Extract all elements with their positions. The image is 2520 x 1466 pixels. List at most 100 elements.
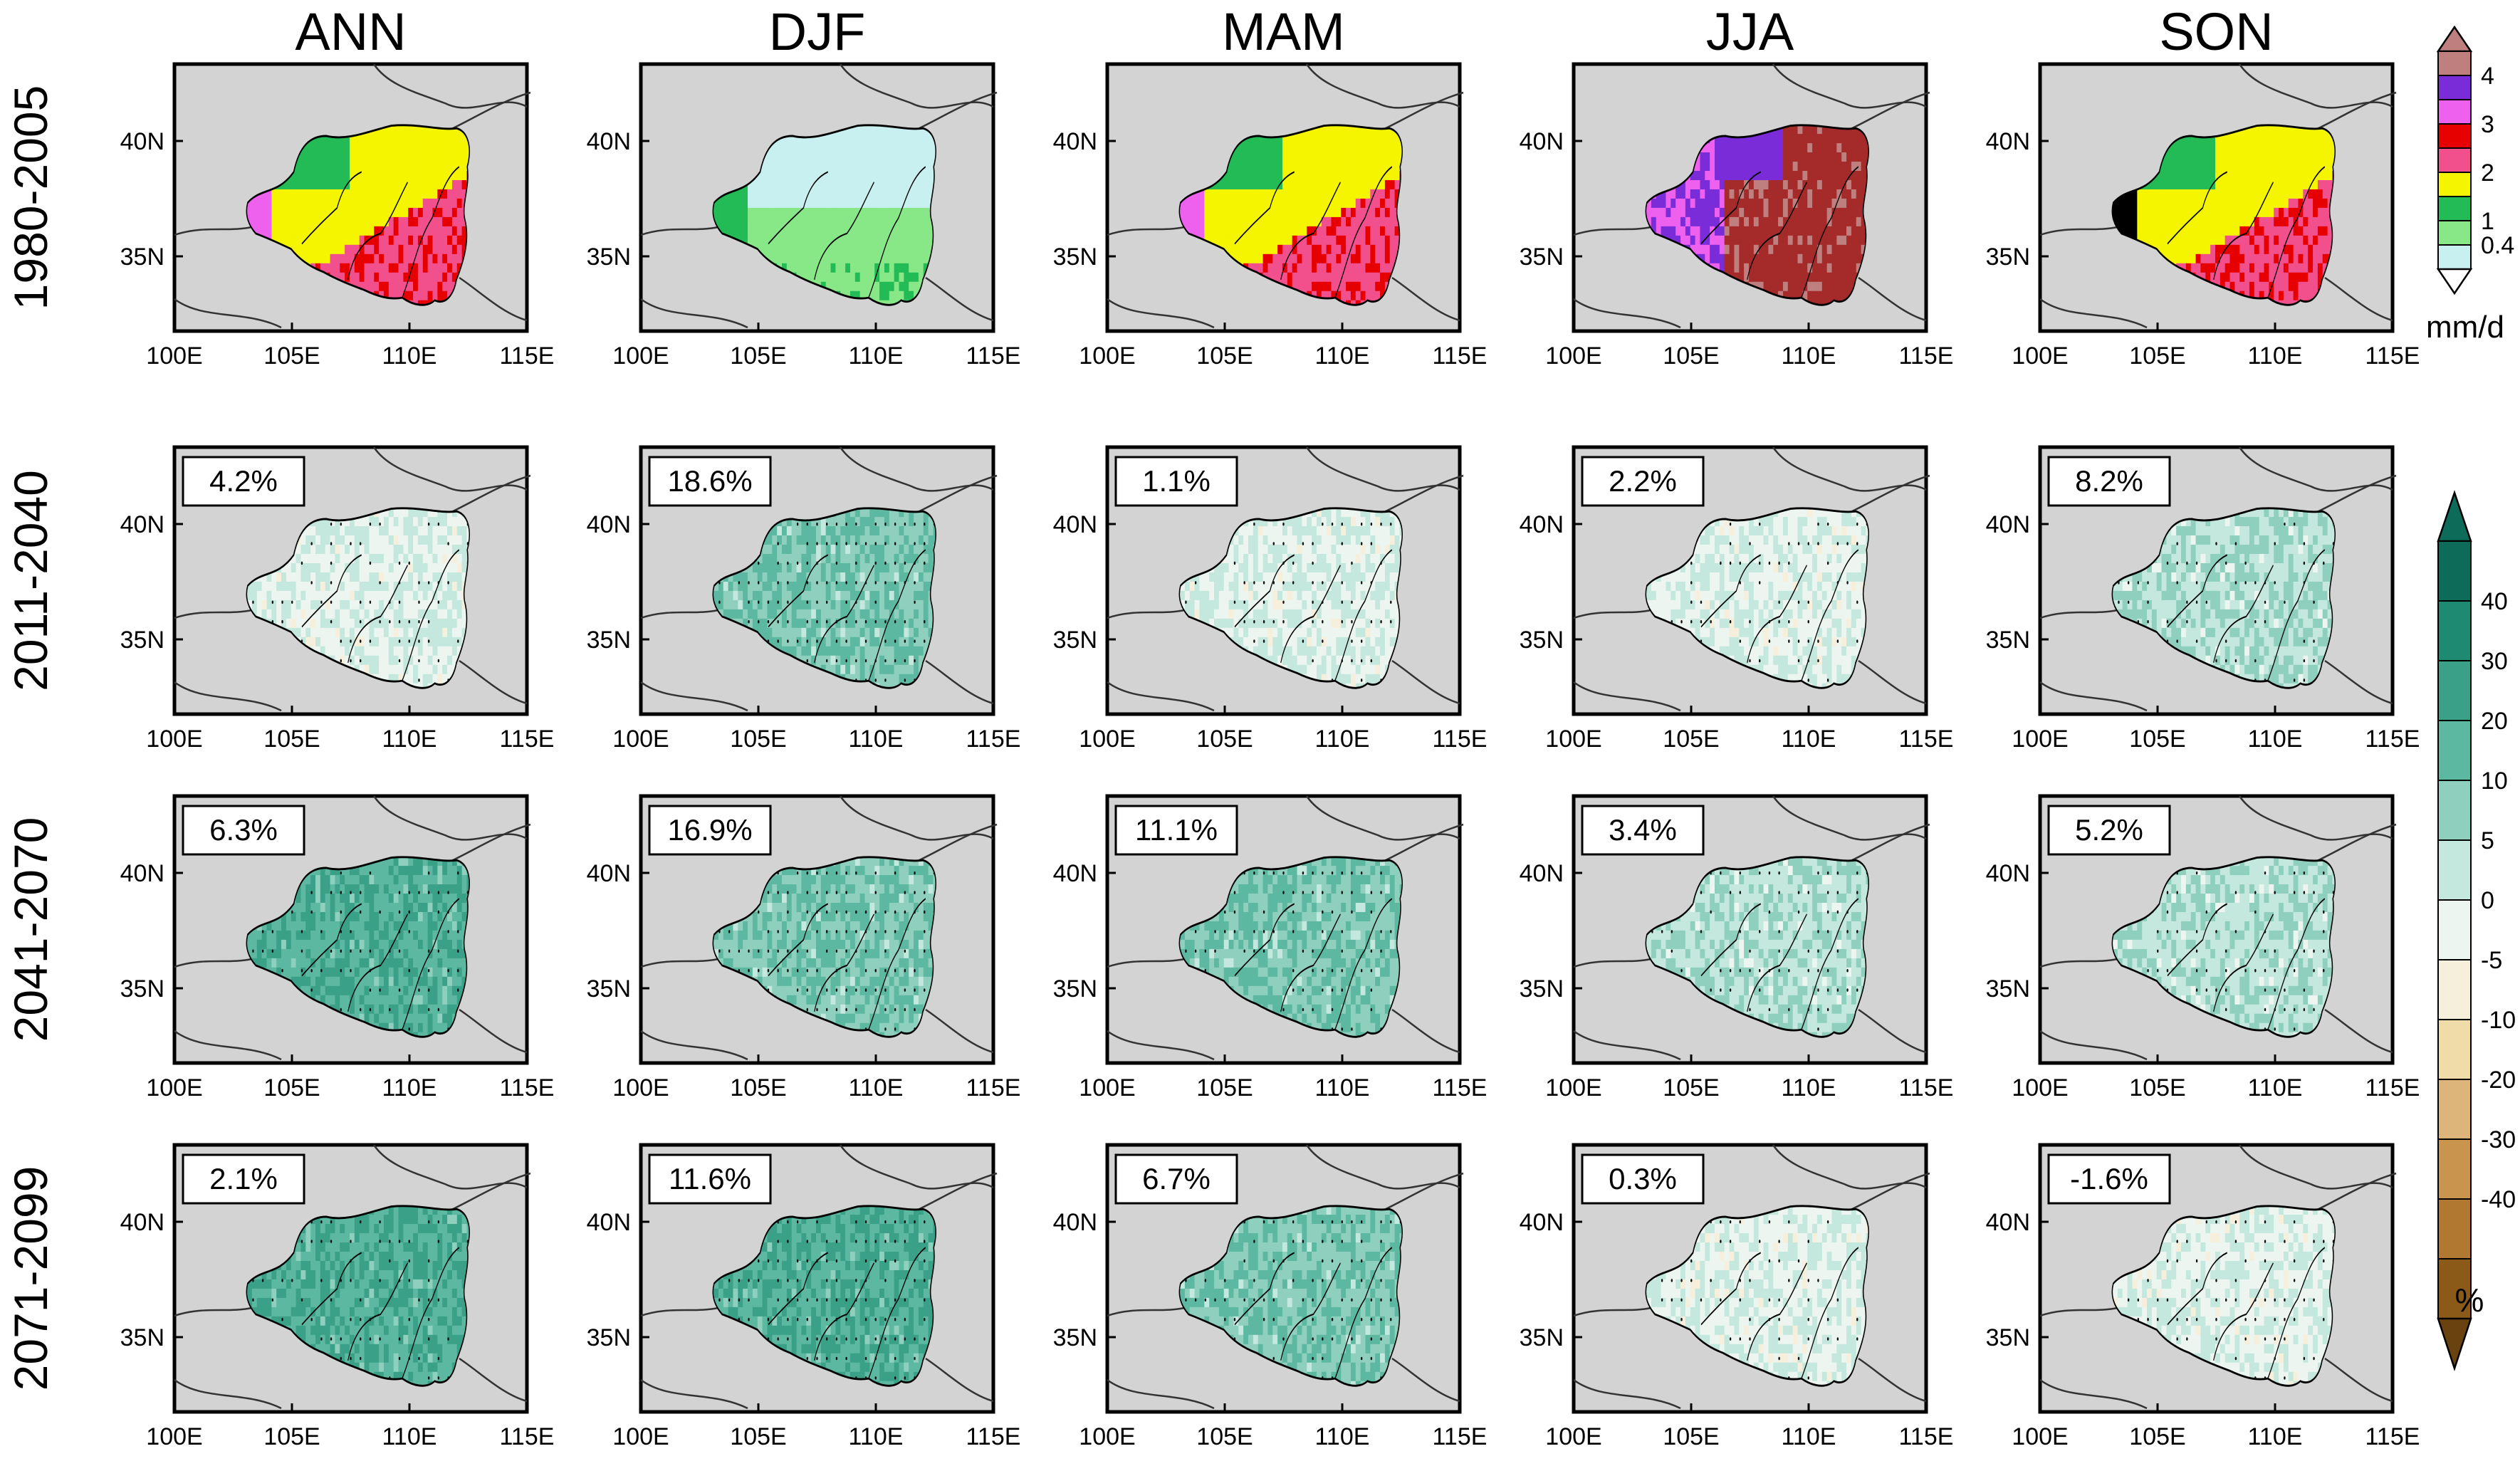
map-panel-1980-2005-DJF: 100E 105E 110E 115E 40N 35N <box>587 62 1021 370</box>
plateau-outline <box>1178 507 1403 689</box>
legend-precip-tick: 4 <box>2481 63 2494 90</box>
lon-tick-label: 105E <box>2129 1423 2185 1450</box>
map-panel-2011-2040-SON: 100E 105E 110E 115E 40N 35N 8.2% <box>1986 445 2420 753</box>
lat-tick-label: 35N <box>120 627 164 654</box>
basin-boundaries <box>1700 166 1859 298</box>
lon-tick-label: 115E <box>1433 726 1488 753</box>
map-panel-2041-2070-DJF: 100E 105E 110E 115E 40N 35N 16.9% <box>587 794 1020 1101</box>
legend-change-tick: 40 <box>2481 588 2508 615</box>
lat-tick-label: 40N <box>1520 860 1564 887</box>
lon-tick-label: 100E <box>2012 1423 2068 1450</box>
basin-boundaries <box>768 166 926 298</box>
legend-swatch <box>2437 51 2472 76</box>
plateau-outline <box>246 856 470 1038</box>
legend-swatch <box>2437 780 2472 841</box>
legend-swatch <box>2437 899 2472 960</box>
lat-tick-label: 40N <box>1053 511 1097 538</box>
basin-boundaries <box>2167 166 2326 298</box>
regional-mean-box <box>1114 805 1238 856</box>
map-panel-2041-2070-MAM: 100E 105E 110E 115E 40N 35N 11.1% <box>1053 794 1487 1101</box>
legend-swatch <box>2437 959 2472 1020</box>
row-labels: 1980-2005 2011-2040 2041-2070 2071-2099 <box>4 85 57 1391</box>
basin-boundaries <box>2167 1247 2326 1379</box>
lat-tick-label: 40N <box>587 128 631 155</box>
legend-change-unit: % <box>2455 1282 2484 1319</box>
plateau-outline <box>246 1205 470 1387</box>
lat-tick-label: 40N <box>587 860 631 887</box>
lat-tick-label: 35N <box>1053 1324 1097 1351</box>
plateau-outline <box>712 1205 936 1387</box>
regional-mean-change: 11.6% <box>669 1162 751 1195</box>
regional-mean-box <box>1581 805 1705 856</box>
regional-mean-change: 16.9% <box>667 813 752 847</box>
lon-tick-label: 105E <box>1663 342 1719 370</box>
legend-min-arrow <box>2436 268 2473 295</box>
lon-tick-label: 110E <box>849 1074 904 1101</box>
lon-tick-label: 115E <box>2365 726 2420 753</box>
lon-tick-label: 105E <box>1196 1423 1253 1450</box>
lon-tick-label: 110E <box>382 1074 437 1101</box>
lon-tick-label: 110E <box>849 1423 904 1450</box>
lat-tick-label: 35N <box>587 627 631 654</box>
legend-swatch <box>2437 600 2472 661</box>
legend-change-tick: -40 <box>2481 1186 2516 1213</box>
legend-swatch <box>2437 220 2472 246</box>
basin-boundaries <box>768 1247 926 1379</box>
lon-tick-label: 105E <box>2129 342 2185 370</box>
map-panel-2071-2099-JJA: 100E 105E 110E 115E 40N 35N 0.3% <box>1520 1143 1953 1450</box>
basin-boundaries <box>2167 898 2326 1030</box>
regional-mean-change: 8.2% <box>2075 464 2143 498</box>
lon-tick-label: 100E <box>146 342 202 370</box>
map-panel-1980-2005-ANN: 100E 105E 110E 115E 40N 35N <box>120 62 554 370</box>
lon-tick-label: 115E <box>966 342 1021 370</box>
lon-tick-label: 115E <box>2365 1074 2420 1101</box>
map-panel-2041-2070-ANN: 100E 105E 110E 115E 40N 35N 6.3% <box>120 794 555 1101</box>
lon-tick-label: 115E <box>500 1074 555 1101</box>
lon-tick-label: 100E <box>1079 726 1135 753</box>
lon-tick-label: 110E <box>2248 342 2303 370</box>
legend-swatch <box>2437 147 2472 173</box>
legend-swatch <box>2437 99 2472 125</box>
lon-tick-label: 100E <box>146 1423 202 1450</box>
map-panel-1980-2005-SON: 100E 105E 110E 115E 40N 35N <box>1986 62 2420 370</box>
map-panel-2071-2099-MAM: 100E 105E 110E 115E 40N 35N 6.7% <box>1053 1143 1487 1450</box>
plateau-outline <box>246 124 470 306</box>
basin-boundaries <box>301 166 460 298</box>
regional-mean-change: 2.2% <box>1609 464 1677 498</box>
lon-tick-label: 110E <box>1782 342 1836 370</box>
legend-swatch <box>2437 75 2472 100</box>
legend-swatch <box>2437 1258 2472 1319</box>
map-panel-1980-2005-MAM: 100E 105E 110E 115E 40N 35N <box>1053 62 1488 370</box>
lon-tick-label: 110E <box>2248 1074 2303 1101</box>
lon-tick-label: 110E <box>1315 726 1370 753</box>
lon-tick-label: 115E <box>1433 342 1488 370</box>
regional-mean-change: 6.3% <box>209 813 278 847</box>
lon-tick-label: 115E <box>1899 726 1954 753</box>
regional-mean-box <box>1581 1153 1705 1205</box>
legend-change-tick: -10 <box>2481 1007 2516 1034</box>
lon-tick-label: 110E <box>382 726 437 753</box>
lon-tick-label: 100E <box>1545 1074 1601 1101</box>
lon-tick-label: 105E <box>263 1074 320 1101</box>
map-panel-2041-2070-JJA: 100E 105E 110E 115E 40N 35N 3.4% <box>1520 794 1953 1101</box>
lon-tick-label: 105E <box>730 1074 786 1101</box>
column-title-djf: DJF <box>769 2 866 61</box>
map-panel-2011-2040-JJA: 100E 105E 110E 115E 40N 35N 2.2% <box>1520 445 1954 753</box>
regional-mean-change: 4.2% <box>209 464 278 498</box>
lat-tick-label: 40N <box>120 511 164 538</box>
plateau-outline <box>1178 1205 1403 1387</box>
lat-tick-label: 40N <box>120 128 164 155</box>
plateau-outline <box>2111 507 2336 689</box>
plateau-outline <box>1645 1205 1869 1387</box>
legend-swatch <box>2437 172 2472 197</box>
regional-mean-change: 3.4% <box>1609 813 1677 847</box>
lon-tick-label: 115E <box>2365 342 2420 370</box>
lon-tick-label: 110E <box>382 1423 437 1450</box>
legend-precip-tick: 3 <box>2481 111 2494 138</box>
basin-boundaries <box>1700 549 1859 681</box>
lat-tick-label: 35N <box>587 244 631 271</box>
regional-mean-box <box>1114 456 1238 507</box>
lat-tick-label: 35N <box>1520 1324 1564 1351</box>
lon-tick-label: 100E <box>146 726 202 753</box>
map-panel-1980-2005-JJA: 100E 105E 110E 115E 40N 35N <box>1520 62 1953 370</box>
